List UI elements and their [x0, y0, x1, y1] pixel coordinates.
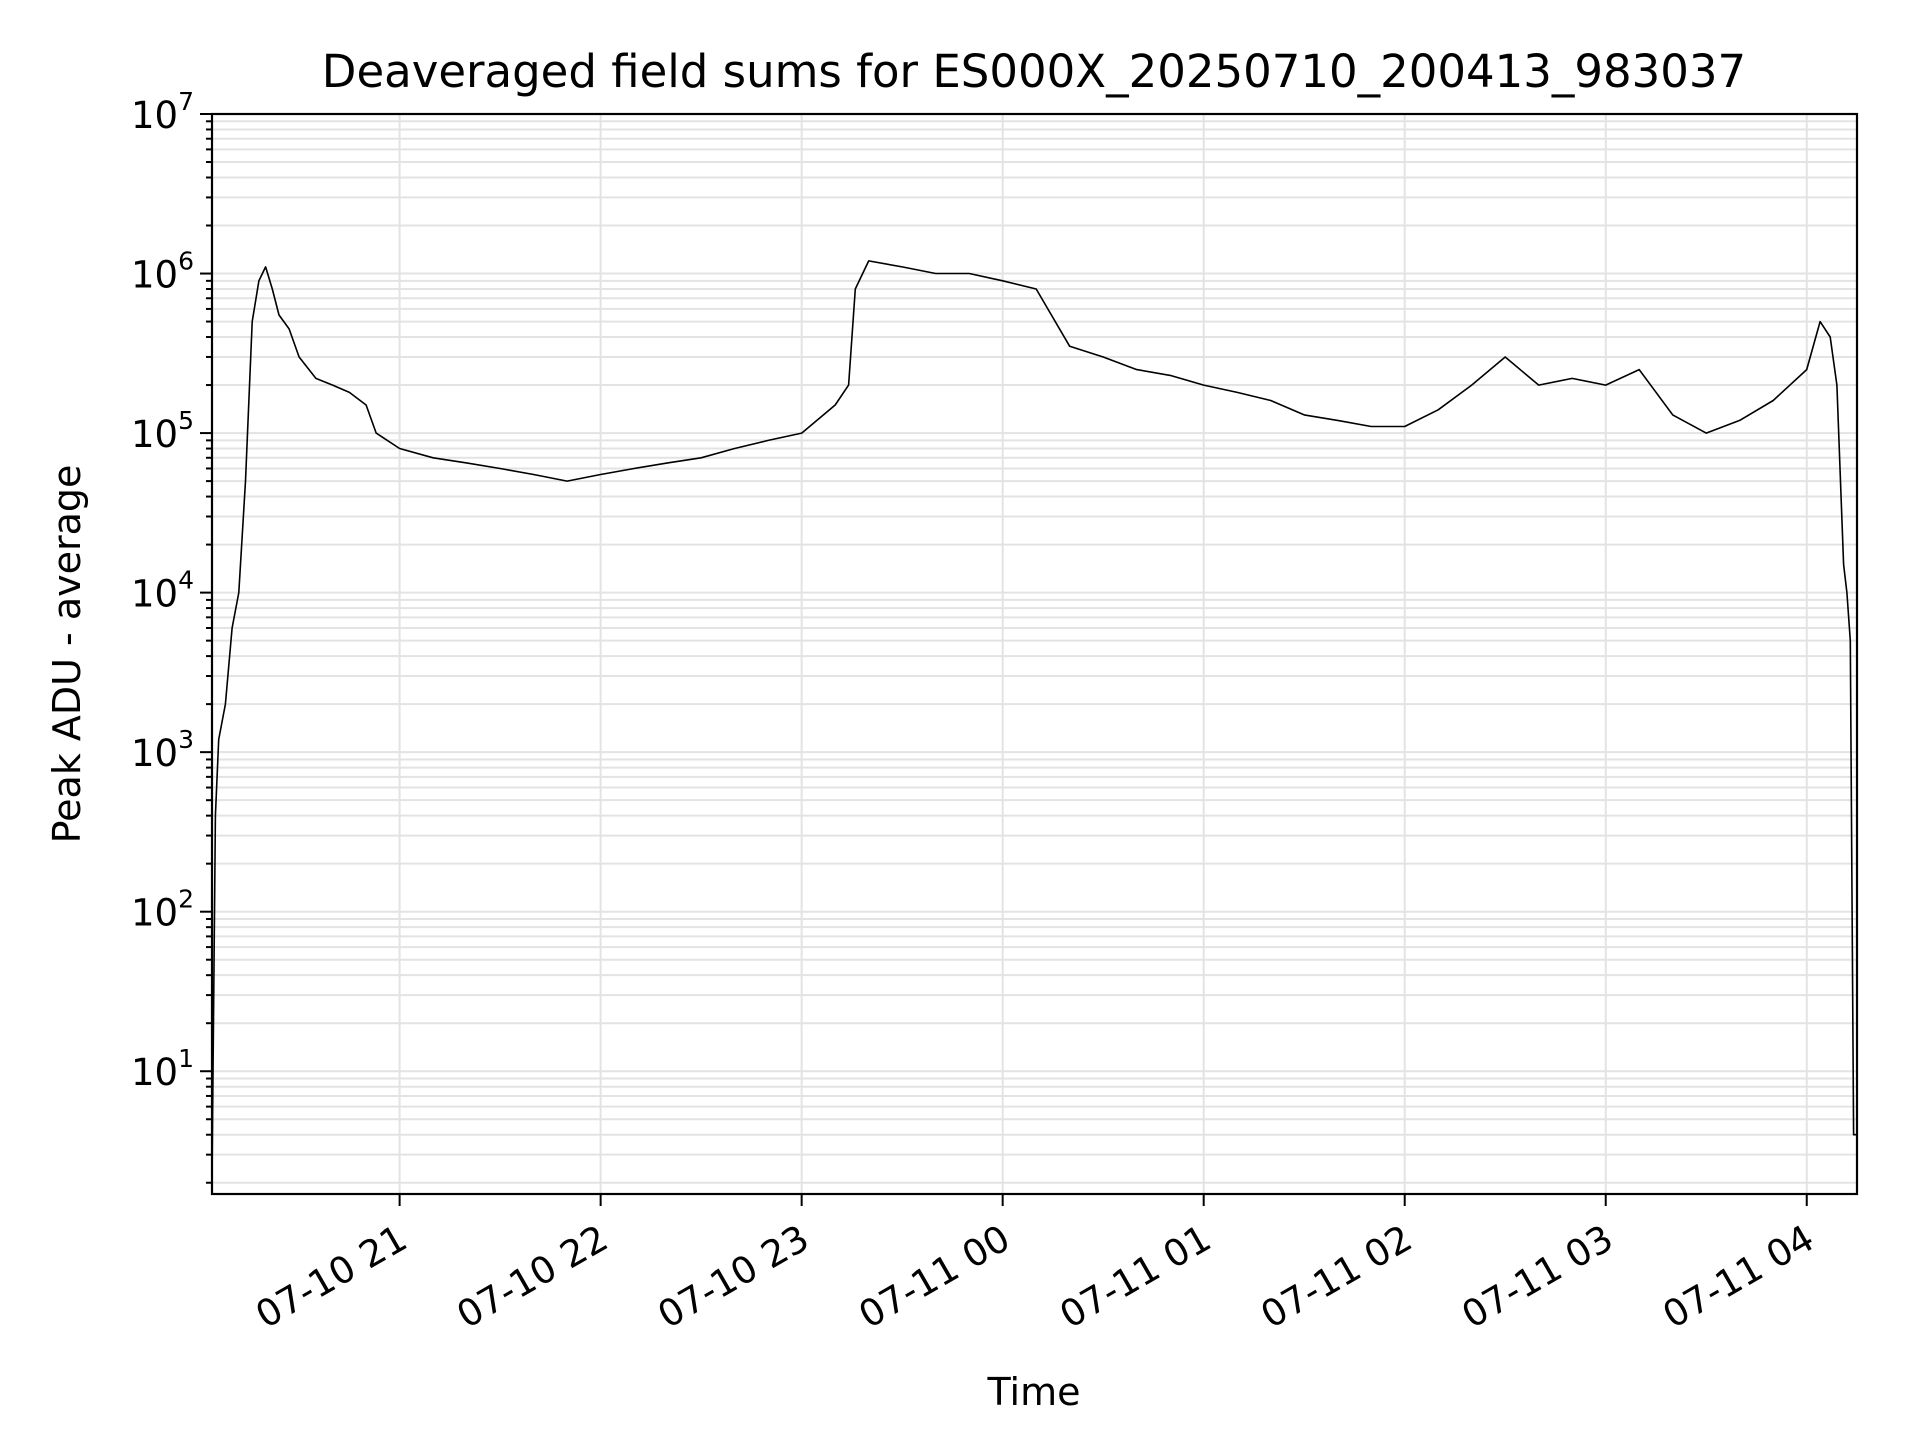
- y-tick-label: 102: [131, 885, 194, 935]
- series-layer: [211, 260, 1857, 1183]
- series-line-0: [211, 260, 1857, 1183]
- plot-frame: [210, 112, 1859, 1196]
- x-axis-label: Time: [987, 1370, 1081, 1414]
- chart-title: Deaveraged field sums for ES000X_2025071…: [322, 45, 1746, 98]
- y-tick-label: 106: [131, 247, 194, 297]
- y-tick-label: 105: [131, 406, 194, 456]
- y-tick-label: 101: [131, 1044, 194, 1094]
- grid-lines: [212, 113, 1857, 1194]
- y-axis: 101 102 103 104 105 106 107: [131, 87, 212, 1184]
- y-tick-label: 103: [131, 725, 194, 775]
- y-tick-label: 107: [131, 87, 194, 137]
- y-tick-label: 104: [131, 566, 194, 616]
- y-axis-label: Peak ADU - average: [45, 465, 89, 844]
